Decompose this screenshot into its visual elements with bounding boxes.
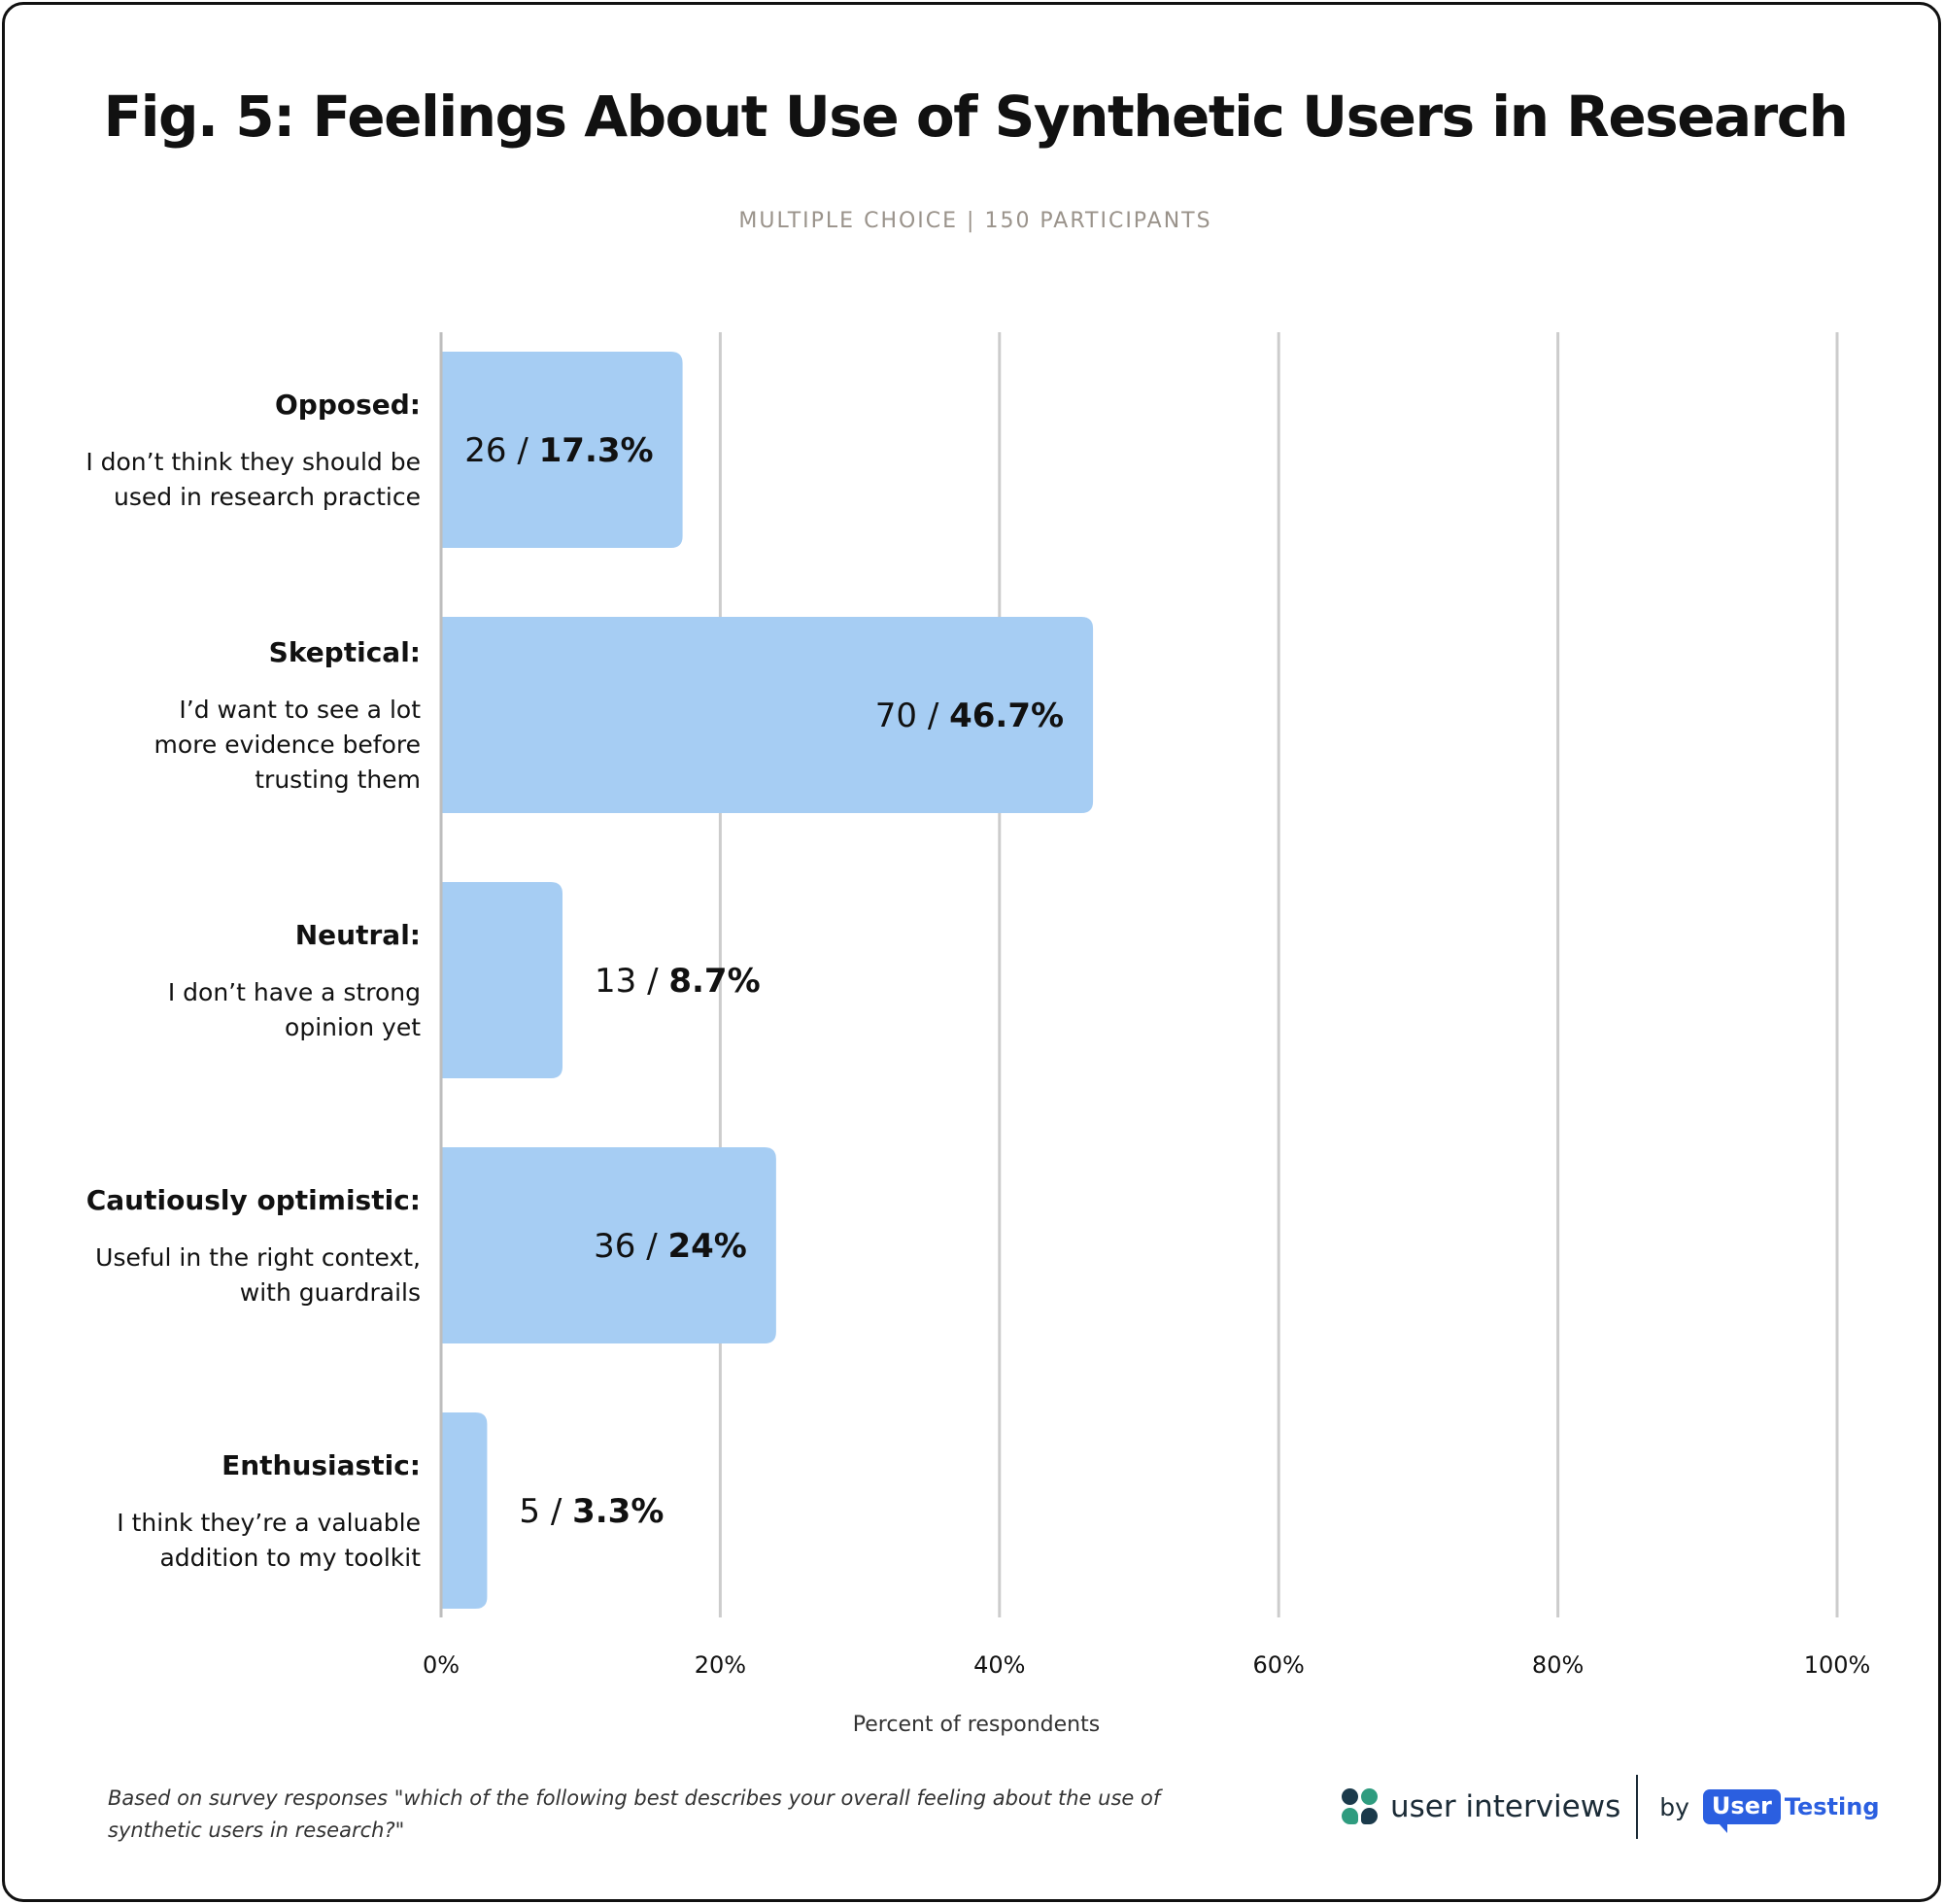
data-label: 70 / 46.7% [875, 697, 1064, 735]
bar [441, 882, 563, 1078]
user-interviews-logo-icon [1342, 1788, 1379, 1825]
bar-chart: 0% 20% 40% 60% 80% 100% Percent of respondents… [85, 332, 1871, 1737]
brand-logos: user interviews by User Testing [1342, 1773, 1880, 1841]
category-label: Skeptical: [269, 636, 421, 668]
category-description: with guardrails [240, 1278, 421, 1307]
figure-number: Fig. 5: [99, 73, 297, 160]
category-label: Cautiously optimistic: [86, 1184, 421, 1216]
usertesting-logo-user: User [1702, 1789, 1781, 1833]
usertesting-logo: User Testing [1702, 1789, 1880, 1833]
footnote: Based on survey responses "which of the … [108, 1786, 1161, 1842]
category-description: trusting them [255, 765, 421, 794]
x-tick-label: 0% [423, 1651, 460, 1679]
data-label: 5 / 3.3% [519, 1492, 664, 1531]
data-label-count: 5 / [519, 1492, 572, 1531]
bar [441, 617, 1094, 813]
category-description: addition to my toolkit [159, 1544, 421, 1572]
category-description: used in research practice [114, 483, 421, 511]
category-description: I don’t think they should be [85, 448, 421, 476]
data-label: 13 / 8.7% [595, 962, 761, 1001]
usertesting-logo-testing: Testing [1784, 1793, 1880, 1820]
chart-title-text: Feelings About Use of Synthetic Users in… [293, 84, 1849, 150]
title-wrap: Fig. 5: Feelings About Use of Synthetic … [5, 73, 1938, 160]
category-description: opinion yet [285, 1013, 421, 1041]
data-label: 36 / 24% [594, 1227, 747, 1266]
brand-by: by [1659, 1792, 1689, 1821]
data-label-percent: 46.7% [949, 697, 1064, 735]
x-tick-label: 40% [973, 1651, 1025, 1679]
chart-subtitle: MULTIPLE CHOICE | 150 PARTICIPANTS [738, 209, 1212, 233]
data-label-percent: 24% [667, 1227, 746, 1266]
x-tick-label: 60% [1253, 1651, 1305, 1679]
category-description: Useful in the right context, [95, 1243, 421, 1272]
chart-title: Fig. 5: Feelings About Use of Synthetic … [99, 73, 1849, 160]
category-label: Opposed: [275, 389, 421, 421]
brand-divider [1636, 1775, 1639, 1839]
data-label: 26 / 17.3% [464, 431, 653, 470]
category-description: more evidence before [154, 731, 421, 759]
data-label-count: 70 / [875, 697, 949, 735]
data-label-percent: 3.3% [572, 1492, 664, 1531]
x-tick-label: 100% [1804, 1651, 1871, 1679]
bar [441, 1412, 488, 1609]
category-description: I’d want to see a lot [179, 696, 421, 724]
data-label-percent: 8.7% [668, 962, 760, 1001]
data-label-percent: 17.3% [539, 431, 654, 470]
x-tick-label: 20% [695, 1651, 746, 1679]
brand-name: user interviews [1390, 1789, 1621, 1824]
data-label-count: 36 / [594, 1227, 667, 1266]
category-label: Enthusiastic: [222, 1449, 421, 1481]
x-axis-title: Percent of respondents [853, 1713, 1100, 1737]
data-label-count: 26 / [464, 431, 538, 470]
category-description: I don’t have a strong [168, 978, 421, 1006]
bar [441, 1147, 776, 1343]
data-label-count: 13 / [595, 962, 668, 1001]
x-tick-label: 80% [1532, 1651, 1584, 1679]
bar [441, 352, 683, 548]
category-label: Neutral: [295, 919, 421, 951]
category-description: I think they’re a valuable [117, 1509, 421, 1537]
